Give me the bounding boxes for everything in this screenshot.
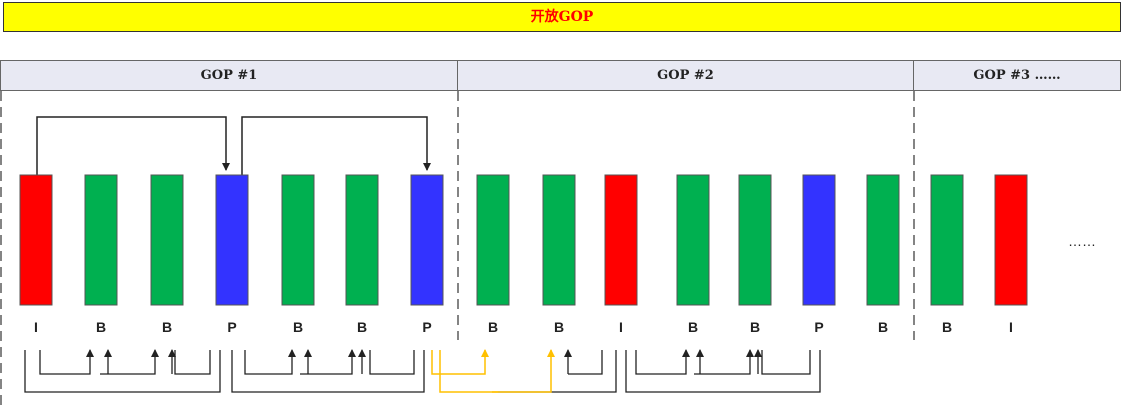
frame-type-label-12: B xyxy=(750,319,760,335)
open-gop-cross-reference xyxy=(431,349,555,393)
forward-reference-arrows xyxy=(36,116,431,175)
frame-type-label-16: I xyxy=(1009,319,1013,335)
frame-type-label-10: I xyxy=(619,319,623,335)
frame-i-1 xyxy=(19,174,53,306)
p-to-p-reference-arrow xyxy=(241,116,431,175)
frame-type-label-1: I xyxy=(34,319,38,335)
frame-type-label-13: P xyxy=(814,319,823,335)
frame-b-15 xyxy=(930,174,964,306)
frame-i-10 xyxy=(604,174,638,306)
b-frame-reference-brackets xyxy=(24,349,821,393)
frame-b-5 xyxy=(281,174,315,306)
frame-b-14 xyxy=(866,174,900,306)
open-gop-title: 开放GOP xyxy=(3,2,1121,32)
frame-type-label-15: B xyxy=(942,319,952,335)
frame-p-7 xyxy=(410,174,444,306)
frame-b-3 xyxy=(150,174,184,306)
gop-header-row: GOP #1 GOP #2 GOP #3 …… xyxy=(0,60,1124,91)
gop-3-header: GOP #3 …… xyxy=(913,60,1121,91)
frame-i-16 xyxy=(994,174,1028,306)
frame-type-label-2: B xyxy=(96,319,106,335)
frame-type-label-3: B xyxy=(162,319,172,335)
frame-type-label-8: B xyxy=(488,319,498,335)
frame-b-8 xyxy=(476,174,510,306)
frame-type-label-4: P xyxy=(227,319,236,335)
gop-2-header: GOP #2 xyxy=(457,60,914,91)
gop-1-header: GOP #1 xyxy=(0,60,458,91)
frame-type-label-11: B xyxy=(688,319,698,335)
i-to-p-reference-arrow xyxy=(36,116,230,175)
more-frames-ellipsis: …… xyxy=(1068,233,1096,249)
frame-p-13 xyxy=(802,174,836,306)
frame-b-12 xyxy=(738,174,772,306)
frame-type-label-6: B xyxy=(357,319,367,335)
frame-type-label-7: P xyxy=(422,319,431,335)
frame-type-label-5: B xyxy=(293,319,303,335)
frame-b-2 xyxy=(84,174,118,306)
frame-type-label-9: B xyxy=(554,319,564,335)
frame-type-label-14: B xyxy=(878,319,888,335)
frame-p-4 xyxy=(215,174,249,306)
frame-b-9 xyxy=(542,174,576,306)
frame-b-11 xyxy=(676,174,710,306)
frame-b-6 xyxy=(345,174,379,306)
